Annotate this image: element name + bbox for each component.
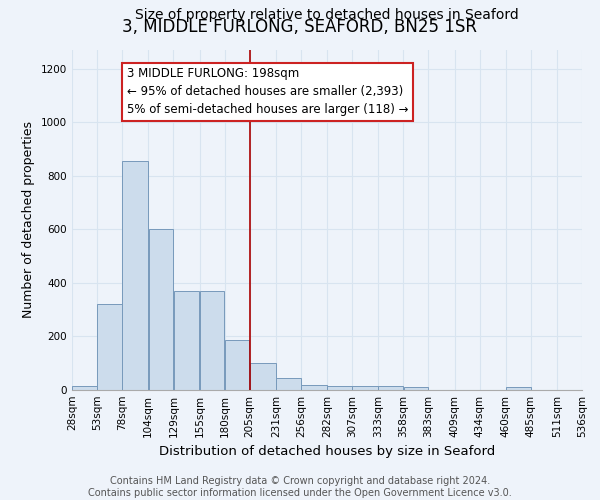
Title: Size of property relative to detached houses in Seaford: Size of property relative to detached ho… xyxy=(135,8,519,22)
Bar xyxy=(404,388,428,390)
Bar xyxy=(200,291,224,390)
Bar xyxy=(352,386,378,390)
Bar xyxy=(327,386,352,390)
Bar xyxy=(173,291,199,390)
Bar xyxy=(250,363,275,390)
Bar xyxy=(379,386,403,390)
Text: 3, MIDDLE FURLONG, SEAFORD, BN25 1SR: 3, MIDDLE FURLONG, SEAFORD, BN25 1SR xyxy=(122,18,478,36)
Y-axis label: Number of detached properties: Number of detached properties xyxy=(22,122,35,318)
Bar xyxy=(72,386,97,390)
Bar xyxy=(225,340,250,390)
X-axis label: Distribution of detached houses by size in Seaford: Distribution of detached houses by size … xyxy=(159,446,495,458)
Bar xyxy=(301,384,327,390)
Text: 3 MIDDLE FURLONG: 198sqm
← 95% of detached houses are smaller (2,393)
5% of semi: 3 MIDDLE FURLONG: 198sqm ← 95% of detach… xyxy=(127,68,409,116)
Bar xyxy=(276,378,301,390)
Bar xyxy=(97,304,122,390)
Bar xyxy=(506,388,530,390)
Bar xyxy=(122,161,148,390)
Bar xyxy=(149,230,173,390)
Text: Contains HM Land Registry data © Crown copyright and database right 2024.
Contai: Contains HM Land Registry data © Crown c… xyxy=(88,476,512,498)
